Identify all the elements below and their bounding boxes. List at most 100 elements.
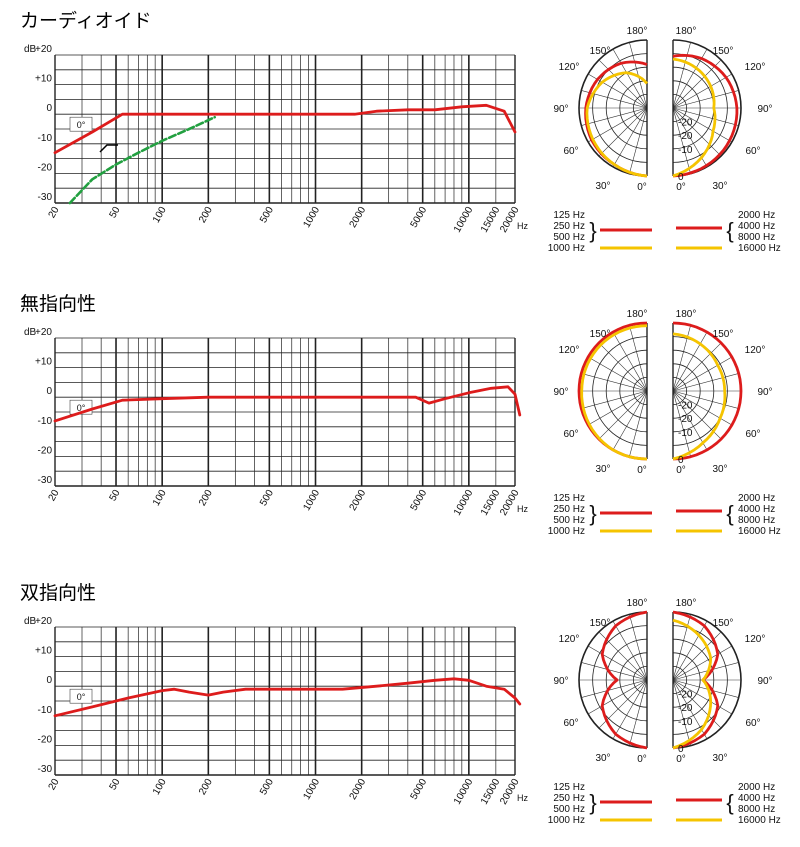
polar-spoke [581, 107, 648, 126]
polar-pattern [672, 618, 713, 750]
db-unit-label: dB [24, 44, 37, 55]
polar-spoke [587, 107, 648, 143]
polar-pattern [672, 321, 743, 461]
polar-angle-label: 30° [595, 181, 610, 192]
freq-tick-label: 5000 [409, 205, 430, 230]
zero-deg-label: 0° [77, 120, 86, 130]
section-title: 双指向性 [20, 583, 97, 604]
hz-unit-label: Hz [517, 504, 528, 514]
freq-tick-label: 10000 [452, 777, 476, 807]
freq-tick-label: 50 [108, 777, 123, 793]
polar-angle-label: 60° [745, 146, 760, 157]
polar-spoke [581, 373, 648, 392]
zero-deg-box [69, 688, 93, 704]
legend-left-label: 1000 Hz [548, 526, 585, 537]
legend-right-label: 8000 Hz [738, 804, 775, 815]
polar-gap [652, 32, 668, 184]
polar-spoke [581, 390, 648, 409]
freq-tick-label: 100 [151, 205, 169, 225]
freq-tick-label: 500 [258, 777, 276, 797]
polar-spoke [672, 342, 722, 392]
hz-unit-label: Hz [517, 221, 528, 231]
polar-spoke [629, 390, 648, 457]
db-unit-label: dB [24, 616, 37, 627]
polar-angle-label: 120° [559, 345, 580, 356]
polar-spoke [612, 620, 648, 681]
figure8-chart: dB+20 +10 0 -10 -20 -30 0° 20 50 100 200 500 1000 200… [24, 598, 781, 826]
polar-spoke [672, 107, 722, 157]
legend-brace: { [726, 501, 733, 526]
db-tick-label: +10 [35, 74, 52, 85]
polar-angle-label: 180° [676, 309, 697, 320]
freq-tick-label: 100 [151, 488, 169, 508]
polar-spoke [612, 679, 648, 740]
polar-pattern [672, 332, 727, 461]
polar-spoke [672, 390, 691, 457]
polar-angle-label: 180° [627, 309, 648, 320]
legend-right-label: 16000 Hz [738, 526, 781, 537]
polar-pattern [585, 71, 649, 178]
polar-angle-label: 180° [676, 598, 697, 609]
db-tick-label: -30 [38, 475, 53, 486]
polar-spoke [672, 390, 708, 451]
db-tick-label: +20 [35, 327, 52, 338]
polar-angle-label: 90° [553, 676, 568, 687]
polar-angle-label: 90° [553, 104, 568, 115]
polar-angle-label: 0° [637, 465, 647, 476]
polar-angle-label: 30° [712, 464, 727, 475]
freq-tick-label: 500 [258, 205, 276, 225]
freq-tick-label: 1000 [301, 777, 322, 802]
polar-spoke [598, 390, 648, 440]
polar-spoke [672, 73, 733, 109]
polar-angle-label: 150° [713, 618, 734, 629]
section-title: 無指向性 [20, 294, 97, 315]
freq-tick-label: 1000 [301, 488, 322, 513]
legend-left-label: 500 Hz [553, 804, 585, 815]
legend-left-label: 500 Hz [553, 515, 585, 526]
polar-spoke [672, 620, 708, 681]
polar-spoke [672, 390, 733, 426]
polar-spoke [672, 679, 739, 698]
polar-spoke [587, 356, 648, 392]
polar-angle-label: 60° [563, 146, 578, 157]
freq-tick-label: 20 [47, 488, 62, 504]
polar-angle-label: 0° [637, 754, 647, 765]
zero-deg-box [69, 116, 93, 132]
polar-spoke [672, 107, 733, 143]
zero-deg-label: 0° [77, 692, 86, 702]
polar-left [578, 39, 649, 178]
polar-ring-label: -20 [678, 118, 693, 129]
legend-left-label: 250 Hz [553, 504, 585, 515]
polar-angle-label: 0° [676, 465, 686, 476]
polar-right [672, 39, 742, 178]
polar-angle-label: 30° [712, 181, 727, 192]
legend-brace: } [589, 218, 596, 243]
polar-spoke [672, 390, 739, 409]
db-tick-label: 0 [46, 386, 52, 397]
cardioid-section: カーディオイド dB +20 +10 0 -10 -20 -30 0° 20 50 100 200 50… [0, 0, 800, 275]
polar-angle-label: 30° [595, 464, 610, 475]
polar-ring-label: -20 [678, 703, 693, 714]
response-curve [53, 103, 517, 155]
polar-spoke [672, 662, 739, 681]
freq-tick-label: 50 [108, 205, 123, 221]
response-grid [54, 626, 516, 776]
polar-angle-label: 150° [590, 618, 611, 629]
polar-spoke [672, 645, 733, 681]
freq-tick-label: 2000 [348, 777, 369, 802]
polar-right [672, 321, 743, 461]
legend-brace: { [726, 218, 733, 243]
polar-angle-label: 0° [676, 754, 686, 765]
polar-spoke [581, 662, 648, 681]
polar-left [578, 610, 648, 750]
polar-ring-label: -20 [678, 131, 693, 142]
freq-tick-label: 100 [151, 777, 169, 797]
freq-tick-label: 20 [47, 205, 62, 221]
polar-spoke [629, 614, 648, 681]
db-tick-label: 0 [46, 675, 52, 686]
polar-spoke [612, 107, 648, 168]
polar-pattern [672, 57, 717, 178]
freq-tick-label: 200 [197, 777, 215, 797]
polar-angle-label: 180° [676, 26, 697, 37]
legend-left-label: 500 Hz [553, 232, 585, 243]
